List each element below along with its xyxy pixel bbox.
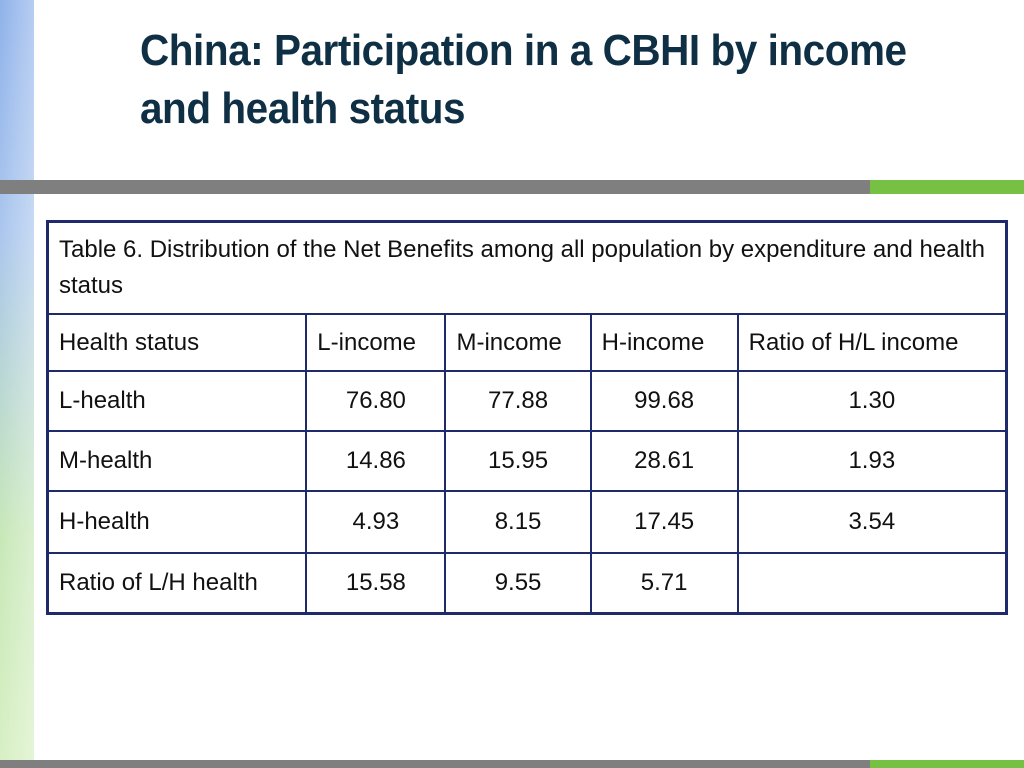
table-caption: Table 6. Distribution of the Net Benefit… [46,220,1008,315]
table-header-row: Health status L-income M-income H-income… [46,313,1008,372]
table-cell: 76.80 [305,370,447,432]
column-header: M-income [444,313,592,372]
side-gradient-bar [0,0,34,768]
table-cell: 5.71 [589,552,739,615]
row-label: M-health [46,430,308,492]
slide-title: China: Participation in a CBHI by income… [140,26,907,133]
column-header: L-income [305,313,447,372]
footer-divider-gray [0,760,870,768]
table-cell: 99.68 [589,370,739,432]
table-row: H-health 4.93 8.15 17.45 3.54 [46,490,1008,554]
table-cell: 14.86 [305,430,447,492]
column-header: H-income [589,313,739,372]
table-row: M-health 14.86 15.95 28.61 1.93 [46,430,1008,492]
table-cell [736,552,1008,615]
row-label: H-health [46,490,308,554]
table-cell: 9.55 [444,552,592,615]
table-row: L-health 76.80 77.88 99.68 1.30 [46,370,1008,432]
table-cell: 8.15 [444,490,592,554]
table-cell: 17.45 [589,490,739,554]
table-cell: 1.93 [736,430,1008,492]
table-caption-row: Table 6. Distribution of the Net Benefit… [46,220,1008,315]
title-divider-gray [0,180,870,194]
row-label: L-health [46,370,308,432]
table-cell: 28.61 [589,430,739,492]
table-cell: 15.58 [305,552,447,615]
table-row: Ratio of L/H health 15.58 9.55 5.71 [46,552,1008,615]
column-header: Ratio of H/L income [736,313,1008,372]
table-cell: 1.30 [736,370,1008,432]
table-cell: 4.93 [305,490,447,554]
column-header: Health status [46,313,308,372]
row-label: Ratio of L/H health [46,552,308,615]
footer-divider-green [870,760,1024,768]
title-divider-green [870,180,1024,194]
table-cell: 15.95 [444,430,592,492]
table-cell: 3.54 [736,490,1008,554]
net-benefits-table: Table 6. Distribution of the Net Benefit… [46,220,1008,615]
table-cell: 77.88 [444,370,592,432]
